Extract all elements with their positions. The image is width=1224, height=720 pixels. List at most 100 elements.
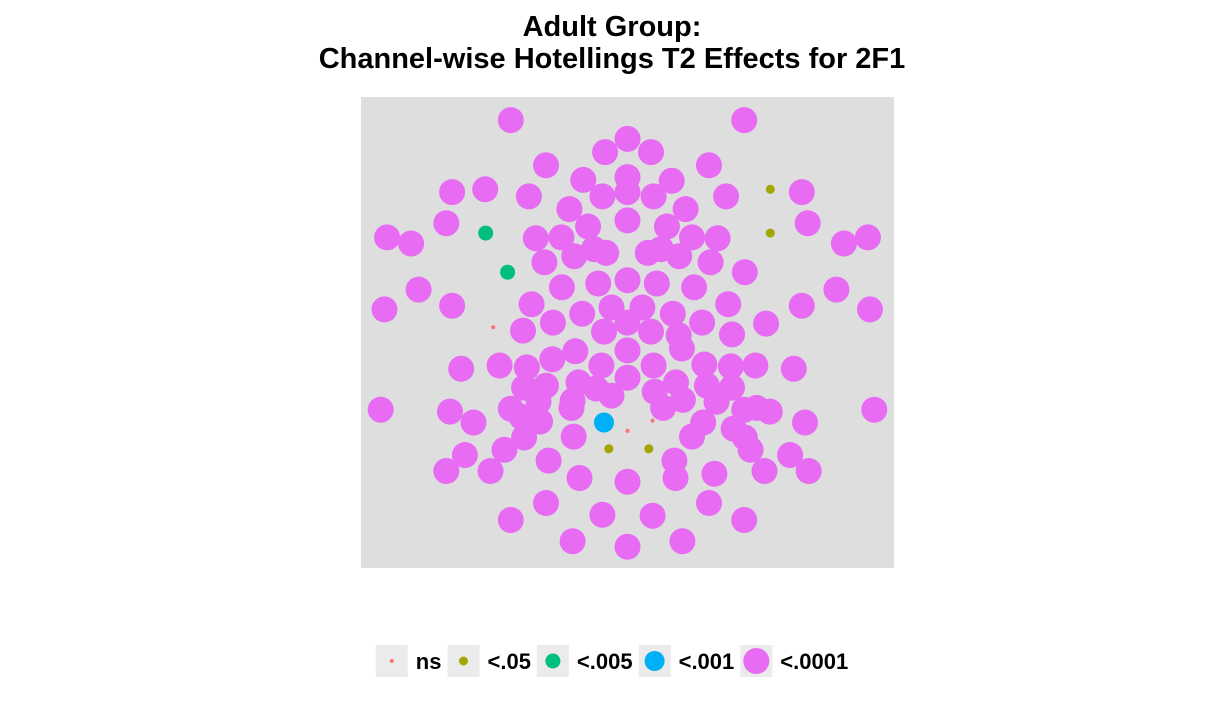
point-p0001 (522, 225, 549, 252)
legend-label-ns: ns (416, 649, 442, 674)
point-p0001 (701, 460, 728, 487)
point-p0001 (795, 458, 822, 484)
legend-label-p001: <.001 (679, 649, 735, 674)
legend-swatch-p0001 (743, 648, 770, 674)
point-p05 (765, 184, 775, 194)
point-p0001 (696, 152, 722, 179)
point-p0001 (477, 458, 504, 484)
point-p0001 (717, 353, 744, 380)
legend-swatch-ns (389, 659, 394, 663)
point-p0001 (713, 183, 740, 210)
point-p0001 (511, 424, 538, 451)
point-p0001 (830, 230, 857, 257)
point-p0001 (588, 352, 615, 379)
point-p0001 (753, 310, 780, 337)
point-p0001 (518, 291, 545, 318)
point-p0001 (559, 528, 586, 555)
data-points (367, 107, 888, 560)
point-p0001 (533, 152, 559, 179)
point-p0001 (857, 296, 883, 323)
point-p0001 (561, 243, 588, 270)
point-p005 (478, 225, 494, 241)
point-p0001 (638, 139, 664, 166)
point-p05 (604, 444, 614, 454)
point-p0001 (460, 409, 487, 436)
point-p0001 (533, 490, 559, 516)
legend-label-p05: <.05 (488, 649, 531, 674)
point-p0001 (398, 230, 425, 257)
point-p0001 (614, 364, 641, 391)
point-p0001 (704, 225, 731, 252)
point-p0001 (679, 224, 705, 251)
point-p0001 (777, 442, 804, 468)
point-p0001 (575, 213, 602, 240)
point-p0001 (556, 196, 583, 223)
point-p0001 (566, 465, 593, 491)
point-p0001 (527, 408, 554, 435)
point-p0001 (672, 196, 699, 223)
point-p0001 (681, 274, 708, 301)
point-p0001 (788, 179, 815, 206)
point-p0001 (659, 300, 686, 327)
point-p0001 (788, 292, 815, 319)
point-p0001 (497, 507, 524, 533)
point-p0001 (589, 501, 616, 528)
legend-label-p005: <.005 (577, 649, 633, 674)
point-p0001 (737, 436, 764, 463)
point-p0001 (525, 388, 552, 415)
point-p0001 (639, 502, 666, 529)
point-p0001 (451, 442, 478, 468)
point-p0001 (666, 243, 693, 270)
point-p0001 (614, 309, 641, 336)
point-p0001 (731, 107, 758, 134)
point-p0001 (510, 317, 536, 344)
point-p0001 (731, 507, 758, 533)
point-p0001 (437, 398, 463, 425)
point-p0001 (558, 394, 585, 421)
point-p0001 (614, 337, 641, 364)
legend-swatch-p05 (459, 656, 468, 666)
point-p0001 (691, 351, 718, 378)
point-p0001 (743, 394, 770, 421)
point-p0001 (592, 139, 619, 166)
point-p0001 (497, 107, 524, 134)
point-p0001 (562, 338, 589, 365)
point-p0001 (742, 352, 769, 379)
point-p0001 (650, 394, 677, 421)
point-p0001 (614, 533, 641, 560)
point-p0001 (513, 354, 540, 381)
point-p0001 (794, 210, 821, 237)
point-p0001 (591, 318, 617, 345)
point-p0001 (448, 355, 475, 382)
point-p0001 (433, 458, 460, 484)
point-p0001 (669, 386, 696, 413)
point-p0001 (689, 309, 716, 336)
point-p0001 (861, 396, 888, 423)
point-p0001 (598, 382, 625, 409)
point-p0001 (662, 465, 689, 491)
point-p0001 (715, 291, 742, 318)
point-p0001 (491, 436, 518, 463)
point-p0001 (658, 167, 685, 194)
point-p0001 (668, 335, 695, 362)
point-p0001 (539, 309, 566, 336)
point-p0001 (569, 300, 596, 327)
point-p0001 (731, 259, 758, 286)
point-p005 (500, 264, 516, 280)
point-p0001 (634, 239, 661, 266)
point-p0001 (614, 267, 641, 294)
point-p05 (765, 228, 775, 238)
point-ns (491, 325, 496, 330)
point-p0001 (614, 179, 641, 206)
point-p0001 (535, 447, 562, 474)
point-p0001 (823, 276, 850, 303)
point-p0001 (367, 396, 394, 423)
point-p0001 (548, 224, 575, 251)
point-p0001 (640, 352, 667, 379)
point-p0001 (679, 423, 705, 450)
point-p0001 (531, 249, 558, 276)
point-p0001 (653, 213, 680, 240)
point-p0001 (589, 183, 616, 210)
point-p0001 (593, 239, 620, 266)
